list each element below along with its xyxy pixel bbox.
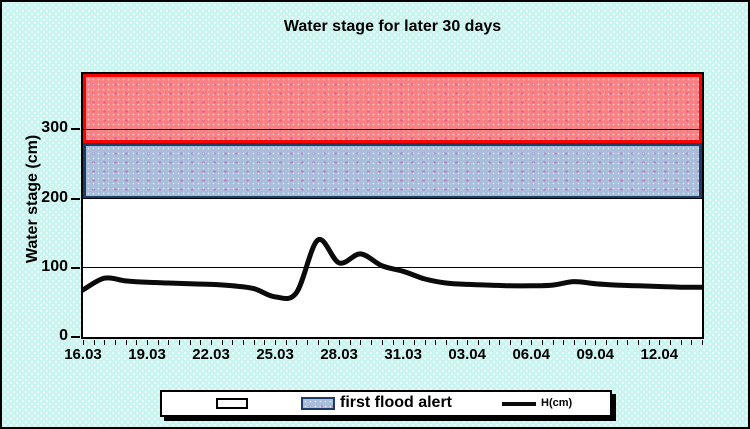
x-tick-mark: [339, 340, 341, 345]
x-tick-mark: [445, 340, 447, 345]
x-tick-mark: [157, 340, 159, 345]
x-tick-mark: [424, 340, 426, 345]
x-tick-mark: [307, 340, 309, 345]
x-tick-mark: [264, 340, 266, 345]
x-tick-mark: [573, 340, 575, 345]
y-tick-mark-0: [71, 336, 80, 338]
x-tick-label-19.03: 19.03: [128, 346, 166, 363]
x-tick-mark: [616, 340, 618, 345]
y-tick-label-300: 300: [41, 119, 68, 137]
x-tick-mark: [413, 340, 415, 345]
x-tick-mark: [253, 340, 255, 345]
x-tick-mark: [499, 340, 501, 345]
x-tick-label-06.04: 06.04: [512, 346, 550, 363]
x-tick-mark: [552, 340, 554, 345]
x-tick-mark: [637, 340, 639, 345]
x-tick-mark: [456, 340, 458, 345]
x-tick-label-31.03: 31.03: [384, 346, 422, 363]
y-tick-mark-200: [71, 197, 80, 200]
first-flood-alert-band: [83, 143, 702, 199]
x-tick-mark: [360, 340, 362, 345]
x-tick-mark: [189, 340, 191, 345]
x-tick-mark: [702, 340, 703, 345]
legend: first flood alert H(cm): [160, 390, 612, 417]
x-tick-mark: [285, 340, 287, 345]
y-tick-label-200: 200: [41, 188, 68, 206]
x-tick-mark: [349, 340, 351, 345]
x-tick-mark: [403, 340, 405, 345]
x-tick-mark: [595, 340, 597, 345]
x-tick-mark: [243, 340, 245, 345]
y-tick-label-100: 100: [41, 257, 68, 275]
x-tick-mark: [136, 340, 138, 345]
x-tick-mark: [691, 340, 693, 345]
x-tick-label-28.03: 28.03: [320, 346, 358, 363]
x-tick-mark: [211, 340, 213, 345]
x-tick-mark: [605, 340, 607, 345]
x-tick-mark: [467, 340, 469, 345]
x-tick-mark: [648, 340, 650, 345]
x-tick-label-25.03: 25.03: [256, 346, 294, 363]
x-tick-mark: [477, 340, 479, 345]
flood-band-swatch: [216, 398, 248, 409]
x-tick-mark: [435, 340, 437, 345]
x-tick-mark: [147, 340, 149, 345]
x-tick-mark: [381, 340, 383, 345]
x-tick-mark: [627, 340, 629, 345]
h-line-swatch: [502, 402, 536, 406]
x-tick-label-12.04: 12.04: [640, 346, 679, 363]
x-tick-label-22.03: 22.03: [192, 346, 230, 363]
first-flood-alert-label: first flood alert: [340, 394, 453, 411]
x-tick-mark: [93, 340, 95, 345]
y-tick-label-0: 0: [59, 327, 68, 344]
x-tick-mark: [509, 340, 511, 345]
x-tick-mark: [83, 340, 84, 345]
x-tick-mark: [125, 340, 127, 345]
gridline-300: [83, 128, 702, 130]
first-flood-alert-swatch: [301, 397, 335, 410]
x-tick-mark: [296, 340, 298, 345]
x-tick-mark: [275, 340, 277, 345]
x-tick-mark: [115, 340, 117, 345]
h-series-line: [83, 237, 702, 302]
x-tick-mark: [232, 340, 234, 345]
h-series-label: H(cm): [541, 397, 573, 409]
x-tick-mark: [104, 340, 106, 345]
x-tick-mark: [584, 340, 586, 345]
y-tick-mark-300: [71, 128, 80, 131]
x-tick-mark: [541, 340, 543, 345]
x-tick-mark: [520, 340, 522, 345]
x-tick-mark: [221, 340, 223, 345]
x-tick-mark: [680, 340, 682, 345]
x-tick-mark: [168, 340, 170, 345]
gridline-200: [83, 198, 702, 200]
x-tick-mark: [669, 340, 671, 345]
y-tick-mark-100: [71, 266, 80, 269]
x-tick-mark: [659, 340, 661, 345]
plot-area: [83, 74, 702, 337]
x-tick-label-09.04: 09.04: [576, 346, 615, 363]
x-tick-mark: [328, 340, 330, 345]
x-tick-mark: [179, 340, 181, 345]
x-tick-mark: [488, 340, 490, 345]
x-tick-mark: [200, 340, 202, 345]
x-tick-mark: [371, 340, 373, 345]
x-tick-mark: [317, 340, 319, 345]
chart-title: Water stage for later 30 days: [283, 18, 502, 35]
x-tick-mark: [563, 340, 565, 345]
x-tick-mark: [531, 340, 533, 345]
x-tick-label-03.04: 03.04: [448, 346, 486, 363]
x-tick-mark: [392, 340, 394, 345]
x-tick-label-16.03: 16.03: [64, 346, 102, 363]
